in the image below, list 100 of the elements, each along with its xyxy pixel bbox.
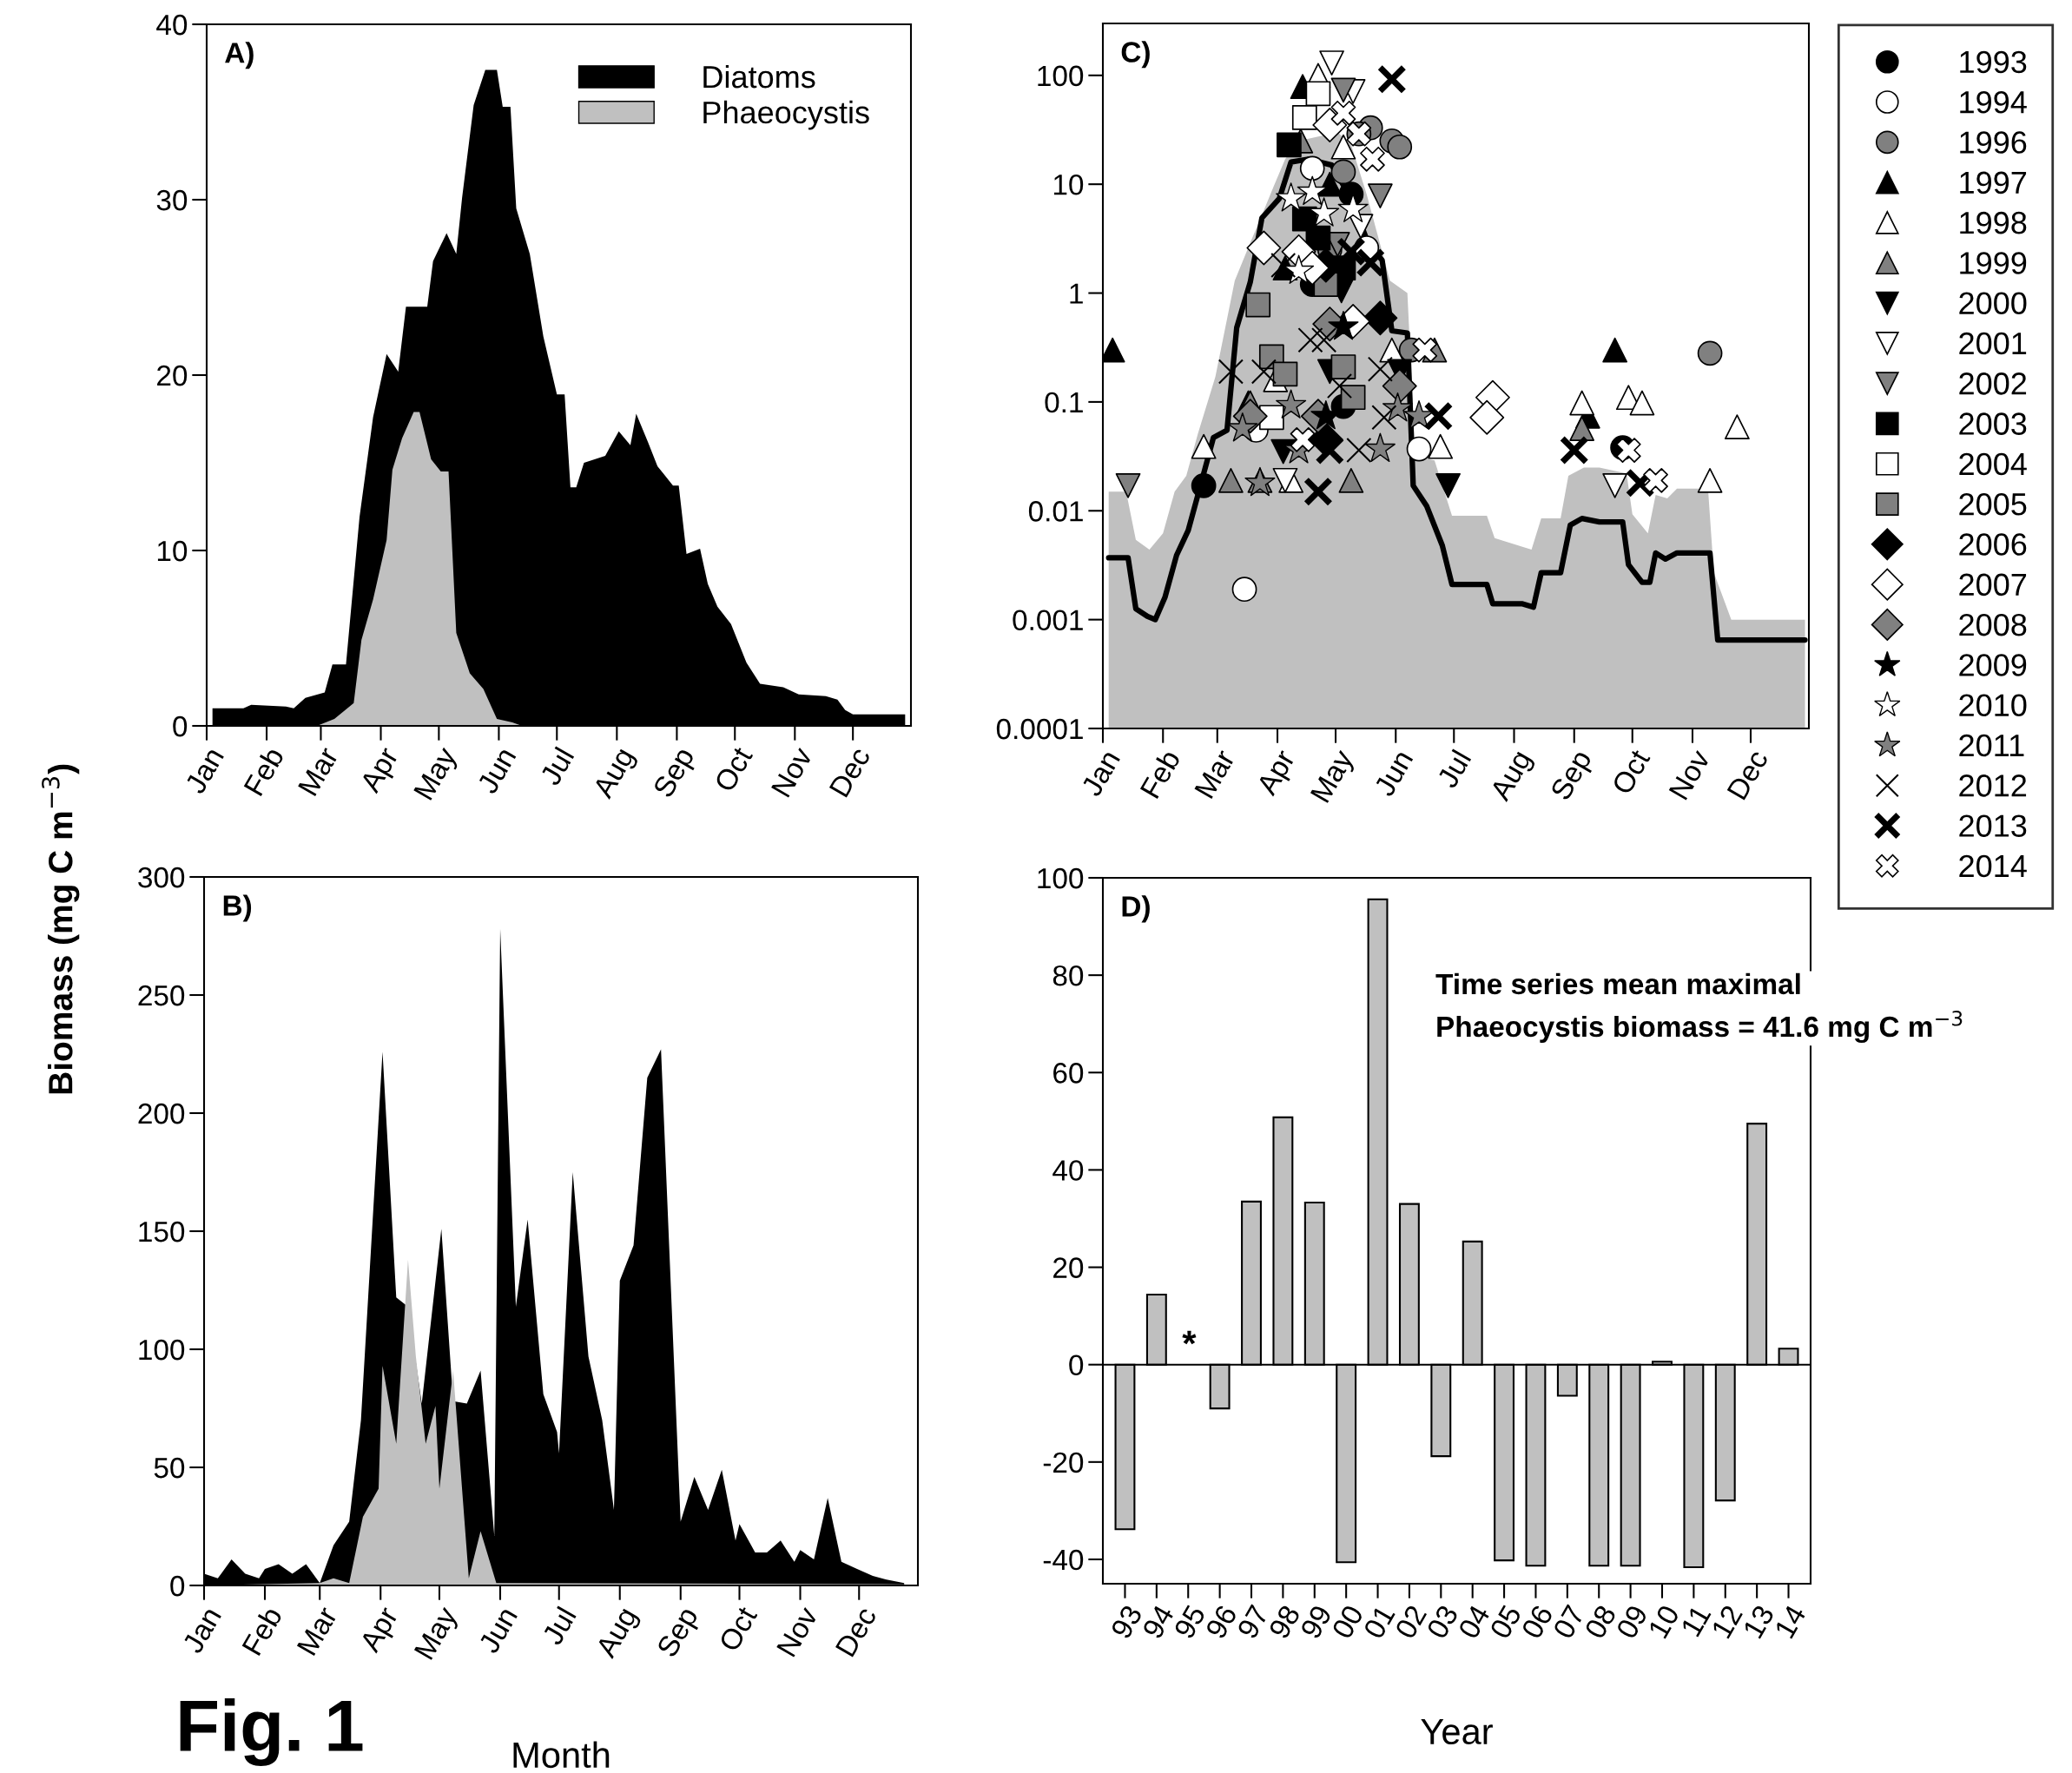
point xyxy=(1297,175,1328,206)
caption: Fig. 1 xyxy=(180,1698,363,1767)
y-tick-label: 60 xyxy=(1053,1063,1084,1084)
point xyxy=(1364,432,1396,463)
point xyxy=(1330,159,1356,185)
y-tick-label: -20 xyxy=(1043,1452,1084,1473)
x-tick-label: Mar xyxy=(296,1605,339,1657)
point xyxy=(1330,354,1356,379)
y-tick-label: -40 xyxy=(1043,1549,1084,1571)
legend-label: 1999 xyxy=(1960,252,2027,274)
y-tick-label: 150 xyxy=(139,1221,185,1242)
point xyxy=(1311,327,1337,353)
x-tick-label: Oct xyxy=(1611,748,1651,796)
point xyxy=(1217,359,1244,385)
point xyxy=(1346,437,1372,464)
x-tick-label: 03 xyxy=(1426,1604,1459,1640)
y-tick-label: 250 xyxy=(138,985,185,1006)
y-tick-label: 0 xyxy=(170,1575,185,1597)
legend-label: 2005 xyxy=(1959,492,2027,516)
point xyxy=(1376,64,1407,95)
point xyxy=(1368,183,1393,209)
point xyxy=(1276,389,1307,419)
x-tick-label: 93 xyxy=(1110,1604,1143,1640)
x-tick-label: 98 xyxy=(1268,1604,1301,1640)
y-tick-label: 0.0001 xyxy=(996,718,1083,740)
point xyxy=(1191,433,1217,459)
point xyxy=(1272,467,1298,493)
x-tick-label: Apr xyxy=(1256,748,1301,800)
point xyxy=(1330,77,1356,103)
x-tick-label: 01 xyxy=(1363,1604,1396,1640)
point xyxy=(1602,337,1628,363)
x-tick-label: Jun xyxy=(1373,749,1414,798)
legend-label: Diatoms xyxy=(703,64,815,89)
x-tick-label: Jul xyxy=(538,746,575,788)
point xyxy=(1435,473,1461,498)
point xyxy=(1283,254,1315,284)
text: C) xyxy=(1121,41,1150,69)
point xyxy=(1250,359,1277,385)
legend-label: 2012 xyxy=(1959,774,2027,797)
x-tick-label: 07 xyxy=(1552,1604,1586,1640)
legend-label: 2002 xyxy=(1959,372,2027,395)
legend-label: 2007 xyxy=(1959,573,2027,596)
x-tick-label: Feb xyxy=(241,1605,283,1657)
point xyxy=(1290,427,1316,452)
x-tick-label: Jan xyxy=(1080,749,1121,798)
x-tick-label: 05 xyxy=(1488,1604,1522,1640)
point xyxy=(1328,310,1359,340)
y-tick-label: 100 xyxy=(139,1339,185,1361)
legend-label: 2000 xyxy=(1959,292,2027,315)
point xyxy=(1309,197,1340,227)
annotation: Time series mean maximal Phaeocystis biomass = 41.6 mg C m$^{−3}$ xyxy=(1435,972,1963,1044)
point xyxy=(1272,361,1298,387)
x-tick-label: 09 xyxy=(1615,1604,1649,1640)
y-tick-label: 200 xyxy=(138,1103,185,1124)
legend-label: 2001 xyxy=(1959,332,2027,355)
legend-label: 2004 xyxy=(1959,452,2027,476)
point xyxy=(1276,182,1307,212)
x-tick-label: 95 xyxy=(1173,1604,1206,1640)
x-tick-label: Oct xyxy=(718,1605,758,1653)
x-tick-label: 11 xyxy=(1680,1604,1712,1638)
legend-label: 1993 xyxy=(1960,50,2027,74)
x-tick-label: Jan xyxy=(184,747,225,795)
point xyxy=(1371,405,1397,431)
y-axis-title: Biomass (mg C m$^{−3}$) xyxy=(42,764,80,1094)
point xyxy=(1191,473,1217,498)
point xyxy=(1423,401,1454,432)
x-tick-label: Sep xyxy=(652,746,700,802)
point xyxy=(1615,438,1641,463)
x-tick-label: Jun xyxy=(476,747,517,795)
point xyxy=(1299,155,1325,181)
point xyxy=(1387,134,1413,160)
point xyxy=(1356,247,1386,278)
x-tick-label: Apr xyxy=(359,745,405,797)
y-tick-label: 0.1 xyxy=(1045,392,1083,413)
y-tick-label: 0.001 xyxy=(1013,610,1083,631)
x-axis-title: Month xyxy=(513,1741,610,1769)
point xyxy=(1382,392,1414,422)
legend-label: Phaeocystis xyxy=(703,100,869,130)
annotation: * xyxy=(1182,1330,1197,1345)
x-tick-label: 96 xyxy=(1204,1604,1238,1640)
legend-label: 2013 xyxy=(1959,814,2027,837)
legend-label: 1994 xyxy=(1960,90,2027,114)
legend-label: 1996 xyxy=(1960,131,2027,154)
text: D) xyxy=(1122,895,1150,923)
x-tick-label: 94 xyxy=(1141,1603,1175,1640)
y-tick-label: 10 xyxy=(157,540,188,562)
point xyxy=(1303,477,1333,507)
x-tick-label: Mar xyxy=(1194,748,1236,800)
point xyxy=(1697,340,1723,366)
point xyxy=(1602,473,1628,498)
x-tick-label: 99 xyxy=(1299,1604,1333,1640)
x-tick-label: Feb xyxy=(242,745,285,797)
point xyxy=(1245,292,1271,318)
legend-label: 2003 xyxy=(1959,412,2027,435)
y-tick-label: 0 xyxy=(173,715,188,737)
x-tick-label: Oct xyxy=(713,745,754,794)
legend-label: 2014 xyxy=(1959,854,2027,878)
y-tick-label: 100 xyxy=(1038,867,1084,889)
x-tick-label: Sep xyxy=(1549,748,1597,805)
point xyxy=(1338,467,1364,493)
